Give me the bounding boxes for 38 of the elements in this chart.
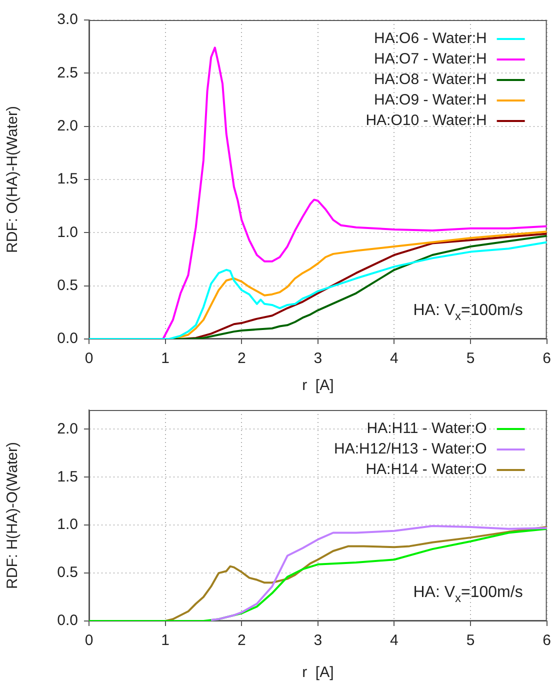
x-tick-label: 4	[390, 350, 398, 368]
x-tick-label: 4	[390, 632, 398, 650]
y-tick-label: 0.0	[57, 330, 78, 348]
x-tick-label: 2	[237, 632, 246, 650]
x-tick-label: 1	[161, 350, 170, 368]
y-tick-label: 0.0	[57, 612, 78, 630]
y-axis-title: RDF: H(HA)-O(Water)	[4, 442, 22, 589]
x-tick-label: 6	[542, 350, 551, 368]
x-tick-label: 0	[84, 632, 94, 650]
y-tick-label: 0.5	[57, 564, 78, 582]
legend-label: HA:O8 - Water:H	[374, 71, 487, 88]
x-axis-title: r [A]	[302, 377, 334, 394]
x-tick-label: 5	[466, 350, 475, 368]
y-tick-label: 3.0	[57, 11, 78, 28]
x-tick-label: 3	[314, 350, 322, 368]
legend-label: HA:O10 - Water:H	[366, 112, 487, 130]
y-tick-label: 0.5	[57, 276, 78, 294]
x-tick-label: 0	[84, 350, 94, 368]
y-tick-label: 1.5	[57, 468, 78, 486]
legend-label: HA:H11 - Water:O	[366, 420, 487, 438]
x-tick-label: 6	[542, 632, 551, 650]
x-tick-label: 1	[161, 632, 170, 650]
y-tick-label: 1.5	[57, 170, 78, 188]
y-tick-label: 2.0	[57, 117, 78, 134]
y-axis-title: RDF: O(HA)-H(Water)	[4, 106, 22, 253]
y-tick-label: 2.5	[57, 64, 78, 82]
legend-label: HA:O6 - Water:H	[374, 30, 487, 48]
x-tick-label: 3	[314, 632, 322, 650]
y-tick-label: 1.0	[57, 516, 78, 534]
y-tick-label: 2.0	[57, 420, 78, 438]
y-tick-label: 1.0	[57, 224, 78, 241]
x-axis-title: r [A]	[302, 664, 334, 682]
legend-label: HA:H12/H13 - Water:O	[334, 440, 487, 458]
legend-label: HA:O9 - Water:H	[374, 92, 487, 109]
x-tick-label: 2	[237, 350, 246, 368]
x-tick-label: 5	[466, 632, 475, 650]
legend-label: HA:O7 - Water:H	[374, 50, 487, 68]
legend-label: HA:H14 - Water:O	[366, 461, 487, 478]
